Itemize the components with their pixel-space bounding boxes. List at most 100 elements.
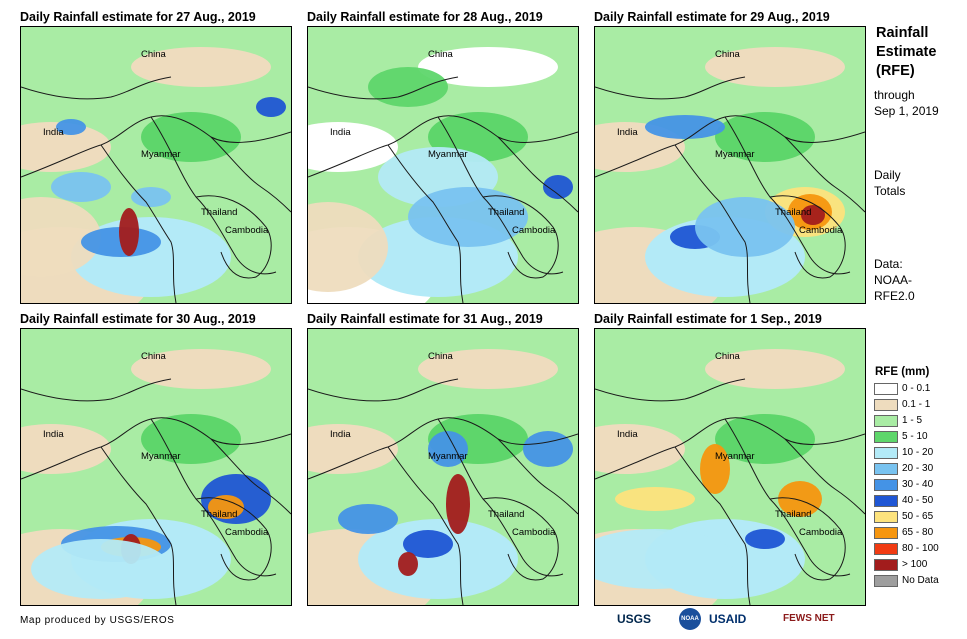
panel-28aug: Daily Rainfall estimate for 28 Aug., 201… [307,8,579,304]
country-border [497,136,578,213]
data-source: Data: NOAA- RFE2.0 [874,256,915,304]
panel-31aug: Daily Rainfall estimate for 31 Aug., 201… [307,310,579,606]
source-line: NOAA- [874,273,913,287]
through-date: through Sep 1, 2019 [874,87,939,119]
country-border [150,116,277,275]
place-label-china: China [141,49,166,60]
map-credit: Map produced by USGS/EROS [20,615,175,626]
rain-area [51,172,111,202]
panel-title: Daily Rainfall estimate for 27 Aug., 201… [20,10,256,24]
country-border [387,144,464,303]
country-border [387,446,464,605]
panel-title: Daily Rainfall estimate for 31 Aug., 201… [307,312,543,326]
rain-area [141,112,241,162]
country-border [724,116,851,275]
dry-area [705,349,845,389]
legend-swatch [874,479,898,491]
legend-swatch [874,383,898,395]
place-label-myanmar: Myanmar [715,451,755,462]
rain-area [615,487,695,511]
panel-29aug: Daily Rainfall estimate for 29 Aug., 201… [594,8,866,304]
rain-area [595,529,735,589]
legend-label: 50 - 65 [902,511,934,522]
place-label-cambodia: Cambodia [225,225,269,236]
place-label-myanmar: Myanmar [715,149,755,160]
legend-swatch [874,431,898,443]
legend-label: 30 - 40 [902,479,934,490]
country-border [210,136,291,213]
legend-swatch [874,527,898,539]
place-label-cambodia: Cambodia [512,225,556,236]
rain-area [131,187,171,207]
legend-swatch [874,415,898,427]
usaid-logo: USAID [709,612,747,626]
rain-area [408,187,528,247]
fewsnet-logo: FEWS NET [783,613,835,624]
map-canvas [308,27,578,303]
through-label: through [874,88,915,102]
legend-swatch [874,463,898,475]
legend-label: 80 - 100 [902,543,939,554]
rain-area [398,552,418,576]
rain-area [446,474,470,534]
rain-area [778,481,822,517]
legend-swatch [874,511,898,523]
rain-area [338,504,398,534]
map-canvas [21,329,291,605]
legend-label: 1 - 5 [902,415,923,426]
map-canvas [21,27,291,303]
legend-label: > 100 [902,559,928,570]
place-label-cambodia: Cambodia [799,225,843,236]
place-label-thailand: Thailand [201,509,238,520]
country-border [308,76,459,100]
country-border [482,497,559,581]
legend-label: 10 - 20 [902,447,934,458]
map-canvas [595,329,865,605]
panel-27aug: Daily Rainfall estimate for 27 Aug., 201… [20,8,292,304]
place-label-myanmar: Myanmar [428,451,468,462]
rain-area [543,175,573,199]
legend-label: No Data [902,575,939,586]
country-border [437,116,564,275]
country-border [784,136,865,213]
rain-area [208,495,244,519]
rainfall-map: China India Myanmar Thailand Cambodia [307,328,579,606]
place-label-thailand: Thailand [775,509,812,520]
country-border [308,378,459,402]
dry-area [308,424,398,474]
source-line: RFE2.0 [874,289,915,303]
rain-area [801,205,825,225]
rain-area [119,208,139,256]
place-label-india: India [43,429,64,440]
country-border [21,76,172,100]
rainfall-map: China India Myanmar Thailand Cambodia [20,26,292,304]
country-border [497,438,578,515]
rain-area [695,197,795,257]
agency-logos: USGS NOAA USAID FEWS NET [617,606,862,634]
country-border [674,144,751,303]
country-border [674,446,751,605]
legend-swatch [874,559,898,571]
legend-item: 40 - 50 [874,495,964,508]
rain-area [358,519,518,599]
side-title: Rainfall Estimate (RFE) [876,24,936,81]
rain-area [715,414,815,464]
legend-label: 0.1 - 1 [902,399,931,410]
place-label-china: China [428,49,453,60]
legend-item: > 100 [874,559,964,572]
country-border [100,144,177,303]
panel-1sep: Daily Rainfall estimate for 1 Sep., 2019… [594,310,866,606]
legend-item: 0.1 - 1 [874,399,964,412]
dry-area [131,47,271,87]
dry-area [418,349,558,389]
legend-label: 65 - 80 [902,527,934,538]
dry-area [308,122,398,172]
country-border [100,446,177,605]
place-label-cambodia: Cambodia [512,527,556,538]
place-label-china: China [141,351,166,362]
rain-area [403,530,453,558]
rain-area [256,97,286,117]
legend-swatch [874,495,898,507]
rainfall-map: China India Myanmar Thailand Cambodia [594,328,866,606]
rain-area [428,431,468,467]
